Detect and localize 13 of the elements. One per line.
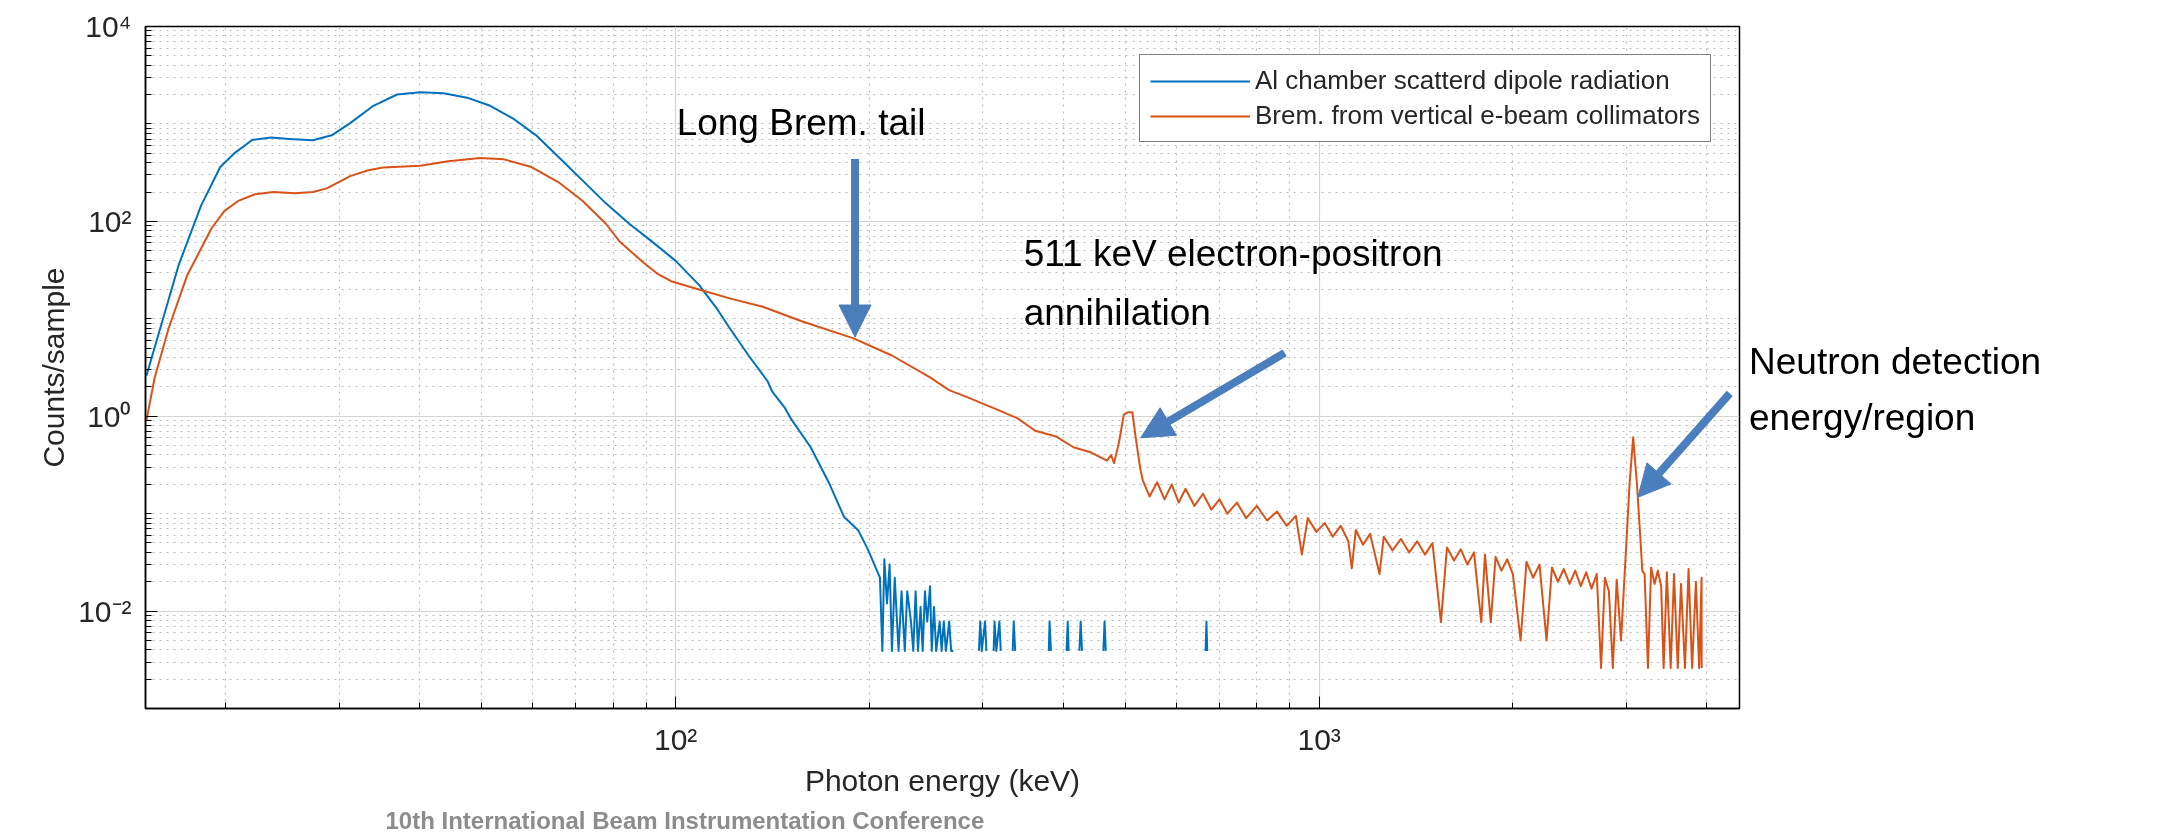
y-axis-title: Counts/sample [37,267,71,468]
x-tick-label: 10³ [1297,722,1341,756]
y-tick-label: 10⁰ [87,399,132,433]
annotation: 511 keV electron-positron annihilation [1023,232,1443,334]
y-tick-label: 10² [88,204,132,238]
annotation: Neutron detection energy/region [1749,340,2042,440]
x-axis-title: Photon energy (keV) [804,763,1081,797]
text: 10th International Beam Instrumentation Conference [385,806,985,834]
annotation: Long Brem. tail [676,101,926,143]
y-tick-label: 10⁻² [78,594,132,628]
legend-label: Al chamber scatterd dipole radiation [1255,65,1670,96]
legend-label: Brem. from vertical e-beam collimators [1255,100,1700,131]
y-tick-label: 10⁴ [85,10,132,43]
